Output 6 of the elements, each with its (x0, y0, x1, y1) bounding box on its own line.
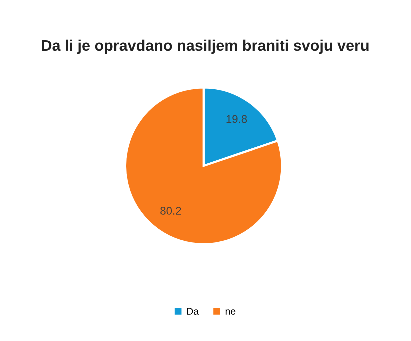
data-label: 19.8 (226, 115, 248, 124)
legend-label: Da (187, 308, 200, 315)
legend-label: ne (226, 310, 236, 315)
chart-title: Da li je opravdano nasiljem braniti svoju veru (42, 40, 369, 54)
data-label: 80.2 (160, 207, 182, 215)
pie-slice (124, 86, 284, 246)
